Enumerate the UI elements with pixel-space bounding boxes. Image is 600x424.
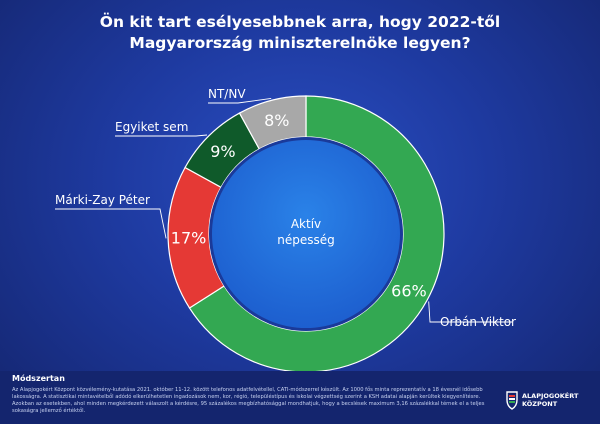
callout-line-orban-viktor: [428, 301, 512, 323]
center-label-line-2: népesség: [277, 233, 335, 247]
callout-line-marki-zay-peter: [55, 208, 167, 239]
title-line-1: Ön kit tart esélyesebbnek arra, hogy 202…: [99, 13, 501, 31]
percent-labels: 66% 17% 9% 8%: [171, 111, 427, 300]
title-line-2: Magyarország miniszterelnöke legyen?: [129, 34, 471, 52]
percent-label-nt-nv: 8%: [264, 111, 289, 130]
percent-label-egyiket-sem: 9%: [210, 142, 235, 161]
footer-panel: [0, 371, 600, 424]
callout-label-marki-zay-peter: Márki-Zay Péter: [55, 193, 150, 207]
callout-line-egyiket-sem: [115, 134, 208, 137]
percent-label-orban-viktor: 66%: [391, 282, 427, 301]
donut-slices: [167, 95, 445, 373]
logo-mark-icon: [506, 391, 518, 410]
methodology-text: Az Alapjogokért Központ közvélemény-kuta…: [12, 387, 485, 414]
percent-label-marki-zay-peter: 17%: [171, 229, 207, 248]
logo-text: ALAPJOGOKÉRT KÖZPONT: [522, 392, 578, 408]
chart-title: Ön kit tart esélyesebbnek arra, hogy 202…: [0, 12, 600, 54]
callout-label-orban-viktor: Orbán Viktor: [440, 315, 516, 329]
methodology-title: Módszertan: [12, 374, 65, 383]
callout-label-nt-nv: NT/NV: [208, 87, 246, 101]
logo-line-1: ALAPJOGOKÉRT: [522, 392, 579, 400]
logo: ALAPJOGOKÉRT KÖZPONT: [505, 386, 595, 420]
callout-label-egyiket-sem: Egyiket sem: [115, 120, 188, 134]
donut-center: [212, 140, 400, 328]
slice-callouts: Orbán Viktor Márki-Zay Péter Egyiket sem NT…: [55, 87, 516, 329]
callout-line-nt-nv: [208, 97, 272, 104]
center-label-line-1: Aktív: [291, 217, 321, 231]
logo-line-2: KÖZPONT: [522, 400, 558, 408]
